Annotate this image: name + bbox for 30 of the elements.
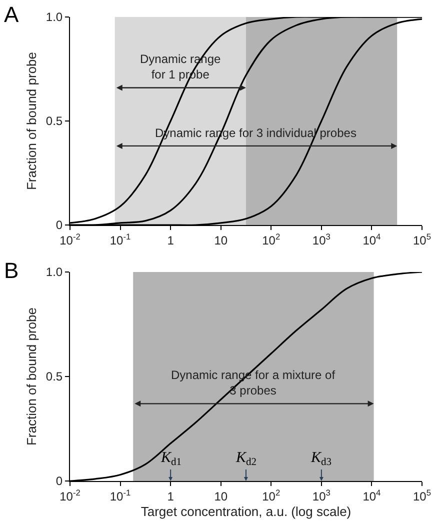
- chart-title: A: [4, 2, 19, 27]
- x-tick-label: 10$^{-1}$: [110, 231, 132, 248]
- x-tick-label: 10$^{2}$: [262, 487, 280, 504]
- x-axis-title: Target concentration, a.u. (log scale): [140, 504, 352, 519]
- x-tick-label: 10$^{2}$: [262, 231, 280, 248]
- chart-title: B: [4, 258, 19, 283]
- x-tick-label: 10: [214, 489, 228, 504]
- x-tick-label: 10$^{4}$: [362, 231, 382, 248]
- y-axis-title: Fraction of bound probe: [24, 52, 39, 190]
- x-tick-label: 10$^{3}$: [312, 231, 331, 248]
- x-tick-label: 10$^{5}$: [412, 231, 432, 248]
- y-tick-label: 0: [56, 474, 63, 488]
- y-tick-label: 0.5: [46, 114, 63, 128]
- x-tick-label: 10$^{-2}$: [60, 487, 81, 504]
- x-tick-label: 1: [167, 233, 174, 248]
- y-tick-label: 1.0: [46, 10, 63, 24]
- annotation: K$_{d2}$: [235, 450, 257, 468]
- annotation: K$_{d1}$: [160, 450, 182, 468]
- y-tick-label: 0.5: [46, 370, 63, 384]
- x-tick-label: 10: [214, 233, 228, 248]
- y-tick-label: 1.0: [46, 265, 63, 280]
- x-tick-label: 10$^{5}$: [412, 487, 432, 504]
- x-tick-label: 10$^{-2}$: [60, 231, 81, 248]
- y-tick-label: 0: [56, 218, 63, 232]
- x-tick-label: 10$^{4}$: [362, 487, 382, 504]
- annotation: K$_{d3}$: [310, 450, 332, 468]
- x-tick-label: 1: [167, 489, 174, 504]
- x-tick-label: 10$^{3}$: [312, 487, 331, 504]
- y-axis-title: Fraction of bound probe: [24, 307, 39, 446]
- x-tick-label: 10$^{-1}$: [110, 487, 132, 504]
